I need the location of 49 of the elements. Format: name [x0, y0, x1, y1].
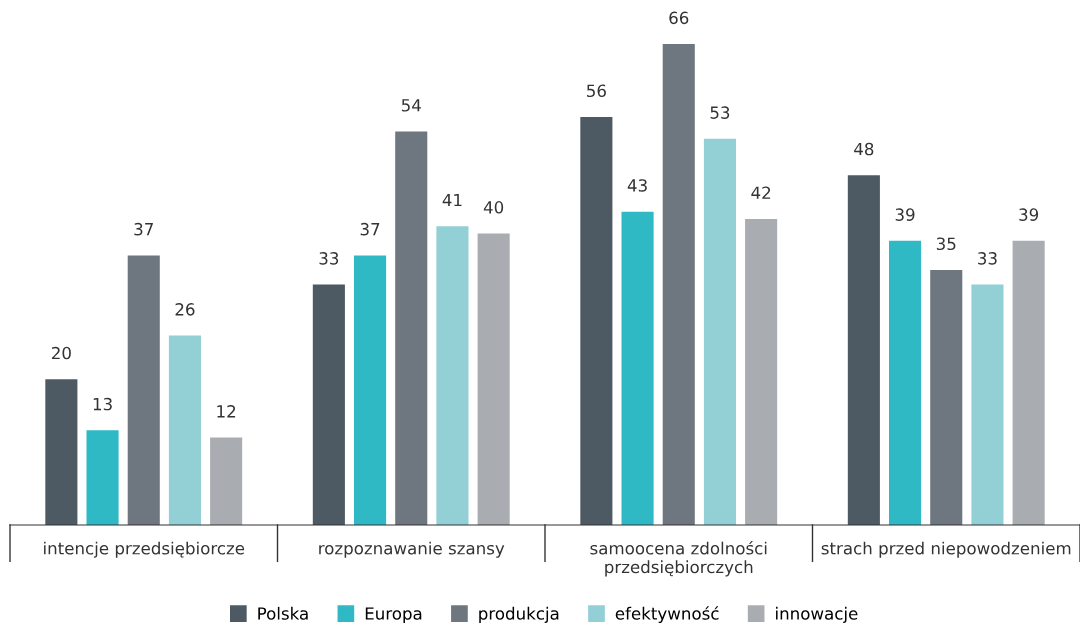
- legend-label: produkcja: [479, 606, 559, 623]
- bar: [86, 430, 119, 525]
- bar: [621, 211, 654, 525]
- data-label: 20: [51, 346, 71, 360]
- legend-label: Europa: [365, 607, 422, 623]
- data-label: 26: [175, 303, 195, 316]
- bar: [1012, 240, 1045, 525]
- bar: [971, 284, 1004, 525]
- bar: [703, 138, 736, 525]
- bar: [580, 116, 613, 525]
- x-tick-label: intencje przedsiębiorcze: [44, 541, 245, 558]
- data-label: 54: [401, 99, 421, 112]
- bar: [889, 240, 922, 525]
- x-tick-label: samoocena zdolności przedsiębiorczych: [590, 541, 767, 577]
- data-label: 48: [854, 142, 874, 156]
- bar: [45, 379, 78, 525]
- bar: [354, 255, 387, 525]
- bar: [745, 218, 778, 525]
- bar: [395, 131, 428, 525]
- legend-label: innowacje: [776, 606, 858, 623]
- data-label: 13: [93, 397, 112, 411]
- bar: [847, 175, 880, 525]
- data-label: 12: [217, 405, 236, 418]
- data-label: 41: [442, 193, 462, 207]
- bar: [477, 233, 510, 525]
- data-label: 37: [360, 222, 380, 236]
- data-label: 39: [895, 208, 915, 221]
- legend-label: efektywność: [615, 606, 719, 623]
- data-label: 56: [587, 84, 606, 98]
- data-label: 33: [978, 252, 997, 265]
- bar: [436, 226, 469, 525]
- data-label: 33: [319, 252, 339, 265]
- bar: [127, 255, 160, 525]
- bar: [312, 284, 345, 525]
- data-label: 66: [669, 11, 689, 25]
- data-label: 39: [1019, 208, 1039, 221]
- data-label: 37: [134, 222, 153, 236]
- bar: [930, 269, 963, 525]
- data-label: 35: [936, 237, 956, 251]
- data-label: 40: [483, 201, 504, 214]
- bar: [168, 335, 201, 525]
- data-label: 53: [710, 106, 730, 119]
- x-tick-label: rozpoznawanie szansy: [319, 541, 505, 558]
- x-tick-label: strach przed niepowodzeniem: [821, 541, 1071, 558]
- legend-label: Polska: [258, 606, 308, 620]
- data-label: 42: [751, 186, 771, 199]
- bar: [662, 44, 695, 525]
- data-label: 43: [627, 179, 647, 192]
- bar: [210, 437, 243, 525]
